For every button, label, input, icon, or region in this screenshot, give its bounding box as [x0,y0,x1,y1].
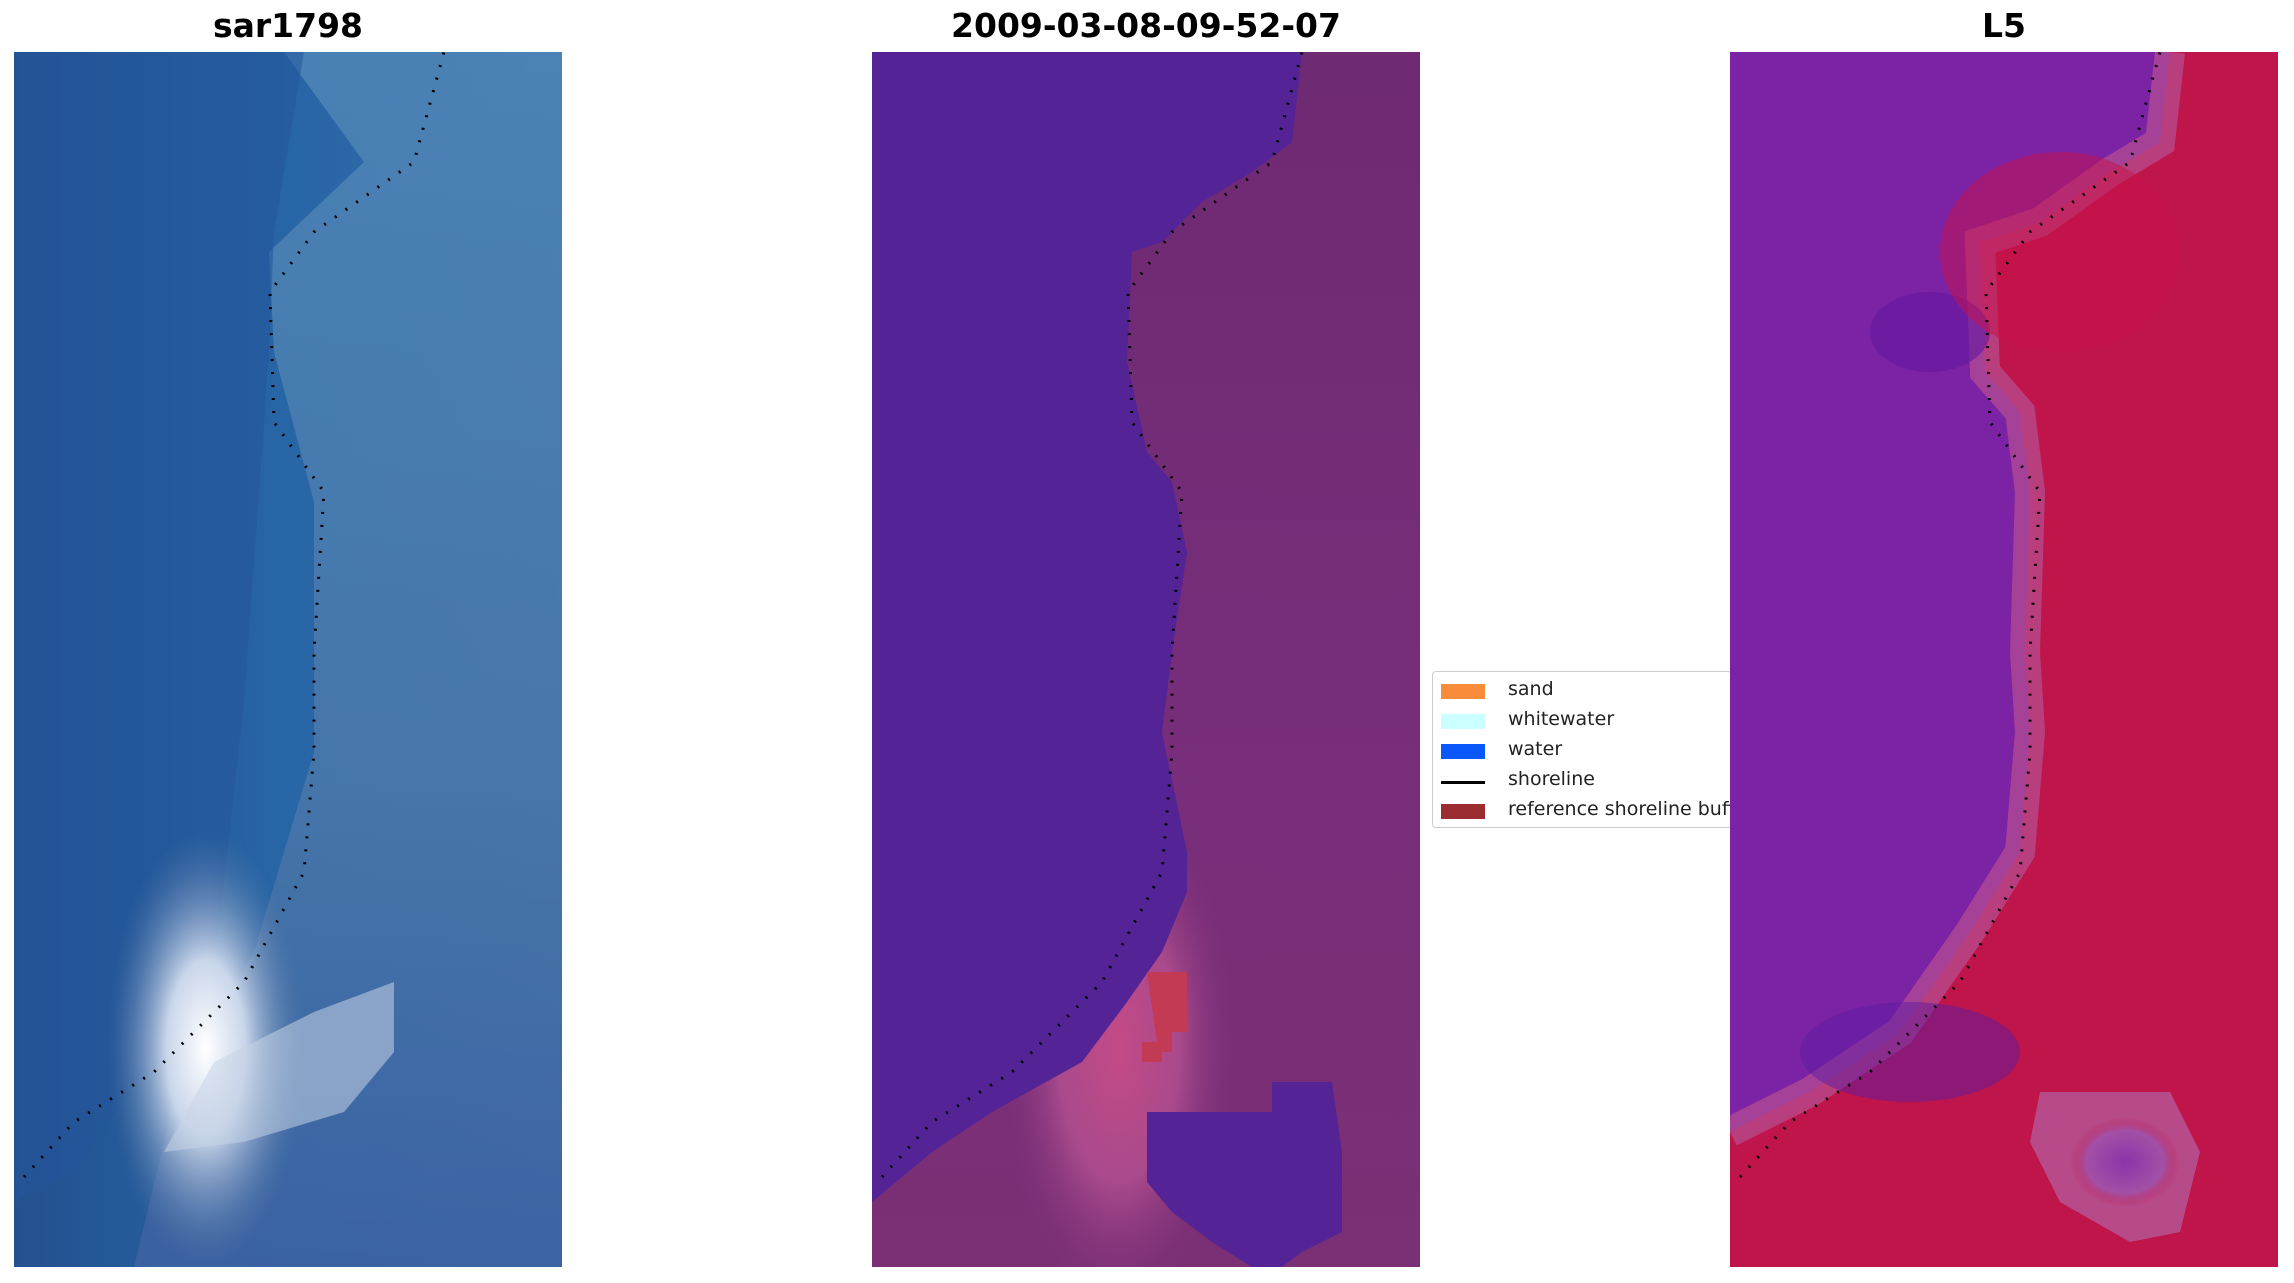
legend-item-sand: sand [1441,678,1731,704]
legend-swatch-reference-buffer [1441,804,1485,819]
legend-item-shoreline: shoreline [1441,768,1731,794]
legend-line-shoreline [1441,781,1485,784]
legend: sand whitewater water shoreline referenc… [1432,671,1732,828]
buffer-patch [1142,972,1187,1062]
legend-item-water: water [1441,738,1731,764]
rgb-image [14,52,562,1267]
rgb-image-panel [14,52,562,1267]
index-image [1730,52,2278,1267]
legend-label-reference-buffer: reference shoreline buffer [1508,798,1732,820]
legend-label-whitewater: whitewater [1508,708,1615,730]
legend-label-shoreline: shoreline [1508,768,1595,790]
legend-swatch-water [1441,744,1485,759]
panel-title-rgb: sar1798 [212,6,364,45]
legend-label-water: water [1508,738,1563,760]
legend-item-reference-buffer: reference shoreline buffer [1441,798,1732,824]
legend-label-sand: sand [1508,678,1554,700]
legend-swatch-sand [1441,684,1485,699]
legend-swatch-whitewater [1441,714,1485,729]
shoreline-line [880,52,1304,1179]
panel-title-index: L5 [1982,6,2026,45]
legend-item-whitewater: whitewater [1441,708,1731,734]
index-panel [1730,52,2278,1267]
classification-panel [872,52,1420,1267]
panel-title-classification: 2009-03-08-09-52-07 [951,6,1341,45]
water-pool [1147,1082,1342,1267]
shoreline-line [22,52,446,1179]
index-water-region [1730,52,2170,1132]
shoreline-line [1738,52,2162,1179]
water-region [872,52,1302,1202]
classification-image [872,52,1420,1267]
